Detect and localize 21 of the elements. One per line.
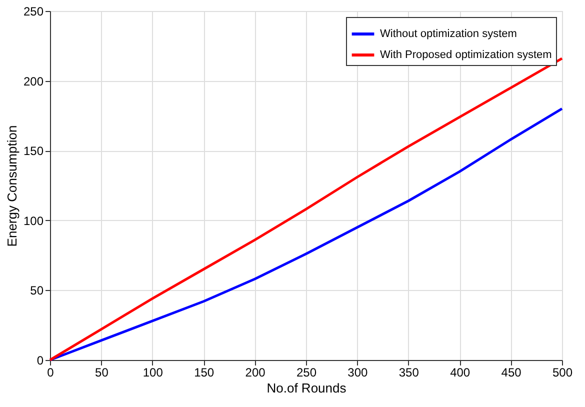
y-tick-label: 250 <box>23 4 44 18</box>
y-tick-label: 200 <box>23 74 44 88</box>
y-tick-label: 100 <box>23 214 44 228</box>
x-tick-label: 250 <box>296 366 317 380</box>
x-tick-label: 100 <box>142 366 164 380</box>
x-tick-label: 150 <box>194 366 214 380</box>
legend-label: With Proposed optimization system <box>380 49 552 61</box>
x-tick-label: 350 <box>398 366 420 380</box>
legend-label: Without optimization system <box>380 28 517 40</box>
y-tick-label: 150 <box>23 144 44 158</box>
y-axis-title: Energy Consumption <box>4 125 20 247</box>
x-axis-title: No.of Rounds <box>266 380 347 396</box>
y-tick-label: 50 <box>30 284 44 298</box>
x-tick-label: 0 <box>47 366 54 380</box>
x-tick-label: 450 <box>501 366 522 380</box>
x-tick-label: 400 <box>450 366 470 380</box>
x-tick-label: 200 <box>245 366 266 380</box>
y-tick-label: 0 <box>36 354 44 368</box>
x-tick-label: 500 <box>552 366 573 380</box>
x-tick-label: 300 <box>348 366 368 380</box>
x-tick-label: 50 <box>95 366 109 380</box>
